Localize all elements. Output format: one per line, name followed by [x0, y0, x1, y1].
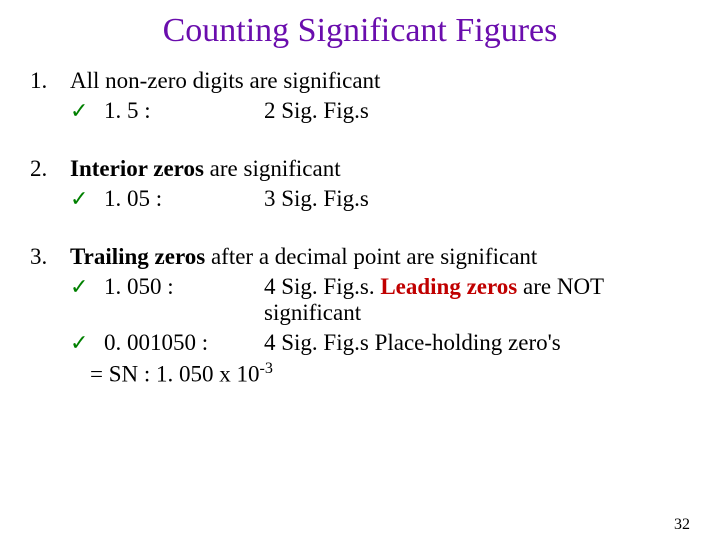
rule-body: Interior zeros are significant ✓ 1. 05 :…	[70, 156, 690, 216]
example-value: 1. 5 :	[104, 98, 264, 124]
example-value: 1. 05 :	[104, 186, 264, 212]
rule-body: Trailing zeros after a decimal point are…	[70, 244, 690, 388]
example-value: 0. 001050 :	[104, 330, 264, 356]
rule-text: All non-zero digits are significant	[70, 68, 690, 94]
rule-text: Interior zeros are significant	[70, 156, 690, 182]
example-result: 4 Sig. Fig.s Place-holding zero's	[264, 330, 690, 356]
example-row: ✓ 1. 050 : 4 Sig. Fig.s. Leading zeros a…	[70, 274, 690, 326]
leading-zeros-red: Leading zeros	[380, 274, 517, 299]
rule-2: 2. Interior zeros are significant ✓ 1. 0…	[30, 156, 690, 216]
rule-number: 2.	[30, 156, 70, 216]
rule-1: 1. All non-zero digits are significant ✓…	[30, 68, 690, 128]
example-row: ✓ 0. 001050 : 4 Sig. Fig.s Place-holding…	[70, 330, 690, 356]
example-result: 2 Sig. Fig.s	[264, 98, 690, 124]
check-icon: ✓	[70, 186, 104, 212]
example-result: 4 Sig. Fig.s. Leading zeros are NOT sign…	[264, 274, 690, 326]
check-icon: ✓	[70, 98, 104, 124]
rule-body: All non-zero digits are significant ✓ 1.…	[70, 68, 690, 128]
sn-notation: = SN : 1. 050 x 10-3	[70, 360, 690, 388]
check-icon: ✓	[70, 330, 104, 356]
check-icon: ✓	[70, 274, 104, 300]
example-row: ✓ 1. 05 : 3 Sig. Fig.s	[70, 186, 690, 212]
exponent: -3	[260, 360, 273, 377]
rule-number: 3.	[30, 244, 70, 388]
rule-3: 3. Trailing zeros after a decimal point …	[30, 244, 690, 388]
rule-number: 1.	[30, 68, 70, 128]
example-value: 1. 050 :	[104, 274, 264, 300]
content-area: 1. All non-zero digits are significant ✓…	[0, 68, 720, 388]
slide-title: Counting Significant Figures	[0, 12, 720, 50]
rule-text: Trailing zeros after a decimal point are…	[70, 244, 690, 270]
page-number: 32	[674, 516, 690, 534]
example-result: 3 Sig. Fig.s	[264, 186, 690, 212]
example-row: ✓ 1. 5 : 2 Sig. Fig.s	[70, 98, 690, 124]
